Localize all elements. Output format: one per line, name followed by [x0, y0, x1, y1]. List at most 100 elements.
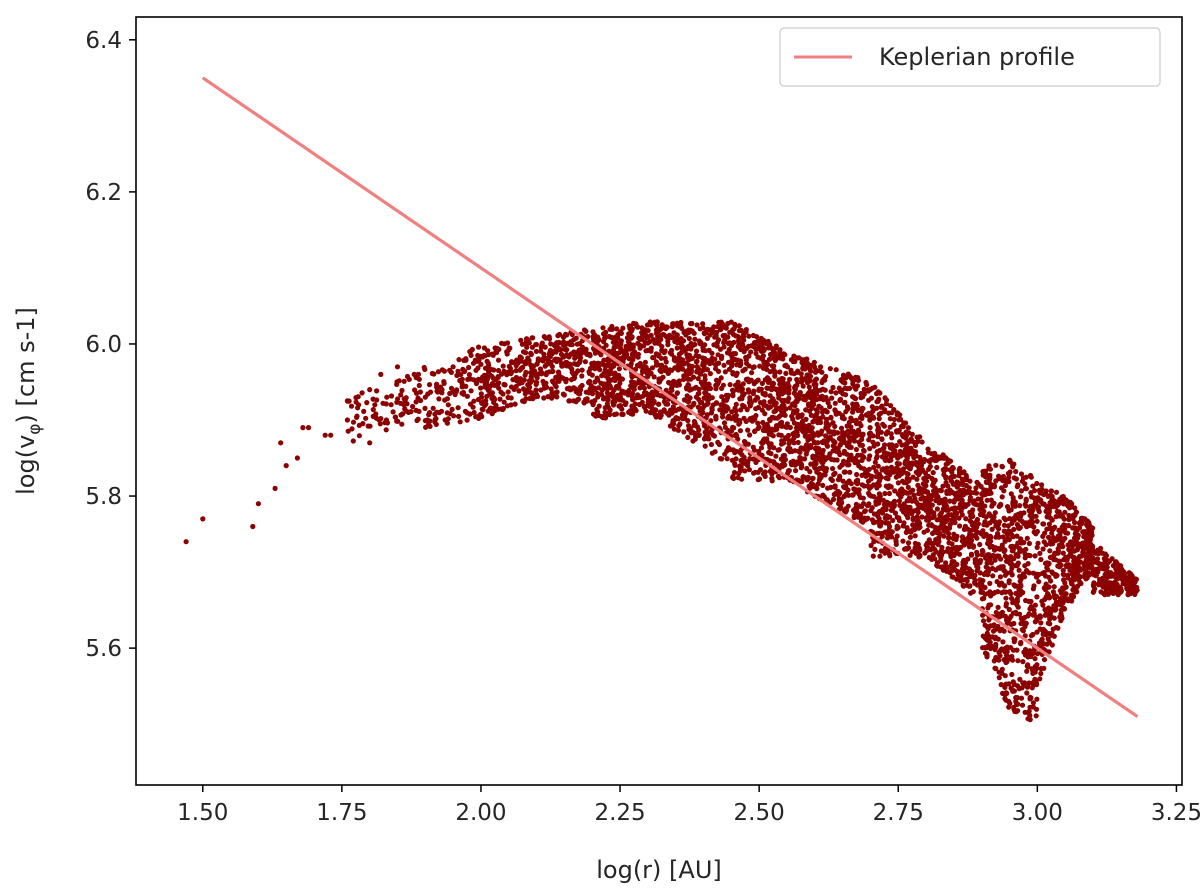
scatter-point [797, 479, 803, 485]
scatter-point [906, 508, 912, 514]
scatter-point [680, 357, 686, 363]
scatter-point [1004, 649, 1010, 655]
scatter-point [723, 325, 729, 331]
scatter-point [1057, 535, 1063, 542]
scatter-point [1133, 586, 1139, 592]
scatter-point [685, 382, 691, 388]
scatter-point [468, 388, 474, 394]
scatter-point [937, 531, 943, 537]
scatter-point [750, 444, 756, 450]
scatter-point [533, 391, 540, 397]
scatter-point [382, 420, 388, 426]
scatter-point [724, 350, 731, 356]
scatter-point [710, 432, 716, 438]
scatter-point [1056, 509, 1062, 515]
scatter-point [719, 394, 725, 400]
scatter-point [722, 403, 728, 409]
scatter-point [795, 439, 801, 446]
scatter-point [677, 421, 683, 427]
scatter-point [1083, 576, 1089, 582]
scatter-point [520, 349, 527, 355]
scatter-point [934, 537, 940, 543]
scatter-point [546, 336, 553, 342]
scatter-point [941, 506, 948, 512]
scatter-point [897, 412, 903, 418]
scatter-point [365, 423, 371, 429]
scatter-point [1001, 548, 1007, 555]
scatter-point [521, 386, 527, 392]
scatter-point [902, 460, 908, 466]
scatter-point [1004, 531, 1011, 537]
scatter-point [666, 379, 672, 386]
scatter-point [669, 347, 675, 353]
scatter-point [752, 428, 758, 434]
scatter-point [1040, 631, 1046, 637]
scatter-point [722, 369, 729, 375]
scatter-point [416, 382, 422, 389]
scatter-point [490, 352, 496, 358]
scatter-point [598, 391, 605, 398]
scatter-point [914, 476, 920, 482]
scatter-point [522, 372, 528, 378]
scatter-point [427, 389, 434, 395]
scatter-point [1030, 570, 1037, 576]
scatter-point [350, 438, 356, 444]
scatter-point [1020, 628, 1026, 634]
scatter-point [613, 344, 619, 350]
scatter-point [947, 522, 953, 528]
scatter-point [555, 333, 561, 339]
scatter-point [552, 357, 558, 363]
scatter-point [1086, 519, 1092, 526]
scatter-point [948, 512, 955, 518]
scatter-point [485, 348, 491, 354]
scatter-point [980, 645, 986, 651]
scatter-point [439, 367, 445, 373]
scatter-point [754, 394, 760, 400]
scatter-point [1034, 651, 1040, 657]
scatter-point [1023, 485, 1029, 492]
scatter-point [745, 427, 751, 433]
scatter-point [464, 417, 470, 423]
scatter-point [736, 323, 742, 329]
scatter-point [1080, 529, 1086, 535]
scatter-point [619, 347, 625, 353]
scatter-point [522, 391, 528, 397]
scatter-point [989, 526, 995, 532]
scatter-point [715, 439, 721, 445]
scatter-point [761, 348, 767, 354]
scatter-point [972, 572, 978, 579]
scatter-point [952, 505, 958, 511]
scatter-point [986, 552, 992, 558]
scatter-point [943, 474, 950, 480]
scatter-point [990, 482, 996, 488]
scatter-point [672, 358, 679, 364]
scatter-point [897, 502, 903, 508]
y-tick-label: 6.0 [85, 332, 122, 358]
scatter-point [635, 354, 641, 360]
scatter-point [1002, 482, 1009, 489]
scatter-point [1017, 573, 1023, 580]
scatter-point [948, 476, 954, 482]
scatter-point [669, 334, 675, 340]
scatter-point [1010, 534, 1016, 540]
scatter-point [794, 394, 800, 400]
scatter-point [508, 402, 514, 408]
scatter-point [1106, 558, 1113, 564]
scatter-point [997, 574, 1004, 580]
scatter-point [1009, 671, 1015, 678]
scatter-point [817, 368, 823, 374]
scatter-point [781, 440, 787, 446]
scatter-point [746, 363, 752, 369]
scatter-point [926, 466, 932, 472]
scatter-point [608, 366, 614, 372]
scatter-point [850, 409, 856, 415]
scatter-point [695, 353, 701, 360]
scatter-point [560, 363, 566, 369]
scatter-point [466, 372, 472, 378]
scatter-point [789, 413, 795, 419]
scatter-point [893, 541, 899, 548]
scatter-point [514, 378, 520, 384]
scatter-point [360, 421, 366, 427]
scatter-point [709, 355, 715, 361]
legend-label-keplerian: Keplerian profile [879, 43, 1075, 71]
